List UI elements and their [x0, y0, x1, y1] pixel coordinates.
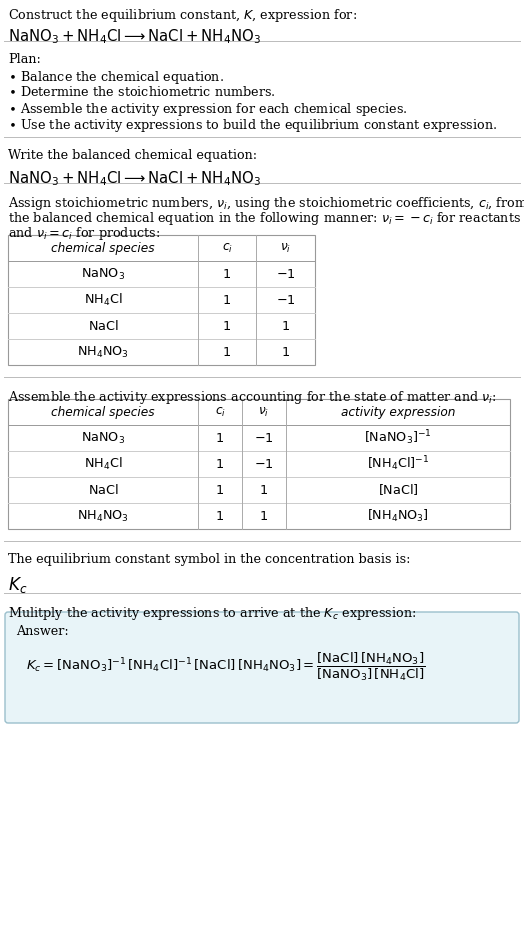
Text: 1: 1	[281, 320, 290, 332]
Text: Assemble the activity expressions accounting for the state of matter and $\nu_i$: Assemble the activity expressions accoun…	[8, 389, 497, 406]
Text: $-1$: $-1$	[276, 293, 296, 307]
Text: 1: 1	[260, 483, 268, 496]
Text: $\mathrm{NH_4NO_3}$: $\mathrm{NH_4NO_3}$	[77, 344, 129, 360]
Text: $\mathrm{NaCl}$: $\mathrm{NaCl}$	[88, 483, 118, 497]
Text: $\bullet$ Determine the stoichiometric numbers.: $\bullet$ Determine the stoichiometric n…	[8, 85, 276, 99]
Text: $[\mathrm{NaNO_3}]^{-1}$: $[\mathrm{NaNO_3}]^{-1}$	[364, 429, 432, 447]
Text: 1: 1	[216, 432, 224, 444]
Text: and $\nu_i = c_i$ for products:: and $\nu_i = c_i$ for products:	[8, 225, 160, 242]
Text: Plan:: Plan:	[8, 53, 41, 66]
Text: $c_i$: $c_i$	[222, 241, 233, 254]
Text: $\mathrm{NaNO_3}$: $\mathrm{NaNO_3}$	[81, 431, 125, 445]
Text: $\mathrm{NaCl}$: $\mathrm{NaCl}$	[88, 319, 118, 333]
Text: $-1$: $-1$	[254, 457, 274, 471]
Text: 1: 1	[216, 510, 224, 523]
Text: The equilibrium constant symbol in the concentration basis is:: The equilibrium constant symbol in the c…	[8, 553, 410, 566]
Text: $c_i$: $c_i$	[214, 405, 225, 419]
Text: the balanced chemical equation in the following manner: $\nu_i = -c_i$ for react: the balanced chemical equation in the fo…	[8, 210, 521, 227]
Text: $[\mathrm{NH_4NO_3}]$: $[\mathrm{NH_4NO_3}]$	[367, 508, 429, 524]
Text: $\mathrm{NaNO_3}$: $\mathrm{NaNO_3}$	[81, 267, 125, 282]
Text: $\mathrm{NH_4Cl}$: $\mathrm{NH_4Cl}$	[84, 456, 122, 472]
Text: $[\mathrm{NaCl}]$: $[\mathrm{NaCl}]$	[378, 482, 418, 497]
Text: $K_c$: $K_c$	[8, 575, 27, 595]
Text: Construct the equilibrium constant, $K$, expression for:: Construct the equilibrium constant, $K$,…	[8, 7, 357, 24]
Text: $\mathrm{NaNO_3 + NH_4Cl} \longrightarrow \mathrm{NaCl + NH_4NO_3}$: $\mathrm{NaNO_3 + NH_4Cl} \longrightarro…	[8, 169, 261, 188]
Text: Mulitply the activity expressions to arrive at the $K_c$ expression:: Mulitply the activity expressions to arr…	[8, 605, 416, 622]
Text: 1: 1	[260, 510, 268, 523]
Bar	[8, 235, 315, 365]
Text: Write the balanced chemical equation:: Write the balanced chemical equation:	[8, 149, 257, 162]
Text: $\mathrm{NH_4Cl}$: $\mathrm{NH_4Cl}$	[84, 292, 122, 308]
Text: 1: 1	[281, 345, 290, 359]
Text: $\bullet$ Balance the chemical equation.: $\bullet$ Balance the chemical equation.	[8, 69, 224, 86]
Text: 1: 1	[223, 268, 231, 281]
Text: activity expression: activity expression	[341, 405, 455, 419]
Text: 1: 1	[216, 483, 224, 496]
Text: $\nu_i$: $\nu_i$	[258, 405, 269, 419]
Text: $-1$: $-1$	[254, 432, 274, 444]
Text: $\bullet$ Use the activity expressions to build the equilibrium constant express: $\bullet$ Use the activity expressions t…	[8, 117, 497, 134]
Text: $K_c = [\mathrm{NaNO_3}]^{-1}\,[\mathrm{NH_4Cl}]^{-1}\,[\mathrm{NaCl}]\,[\mathrm: $K_c = [\mathrm{NaNO_3}]^{-1}\,[\mathrm{…	[26, 651, 425, 683]
FancyBboxPatch shape	[5, 612, 519, 723]
Text: chemical species: chemical species	[51, 405, 155, 419]
Text: Answer:: Answer:	[16, 625, 69, 638]
Text: $\nu_i$: $\nu_i$	[280, 241, 291, 254]
Bar	[8, 399, 510, 529]
Text: $\bullet$ Assemble the activity expression for each chemical species.: $\bullet$ Assemble the activity expressi…	[8, 101, 408, 118]
Text: 1: 1	[223, 345, 231, 359]
Text: chemical species: chemical species	[51, 241, 155, 254]
Text: $[\mathrm{NH_4Cl}]^{-1}$: $[\mathrm{NH_4Cl}]^{-1}$	[367, 455, 429, 474]
Text: $-1$: $-1$	[276, 268, 296, 281]
Text: Assign stoichiometric numbers, $\nu_i$, using the stoichiometric coefficients, $: Assign stoichiometric numbers, $\nu_i$, …	[8, 195, 524, 212]
Text: 1: 1	[216, 457, 224, 471]
Text: 1: 1	[223, 293, 231, 307]
Text: $\mathrm{NaNO_3 + NH_4Cl} \longrightarrow \mathrm{NaCl + NH_4NO_3}$: $\mathrm{NaNO_3 + NH_4Cl} \longrightarro…	[8, 27, 261, 46]
Text: $\mathrm{NH_4NO_3}$: $\mathrm{NH_4NO_3}$	[77, 509, 129, 524]
Text: 1: 1	[223, 320, 231, 332]
